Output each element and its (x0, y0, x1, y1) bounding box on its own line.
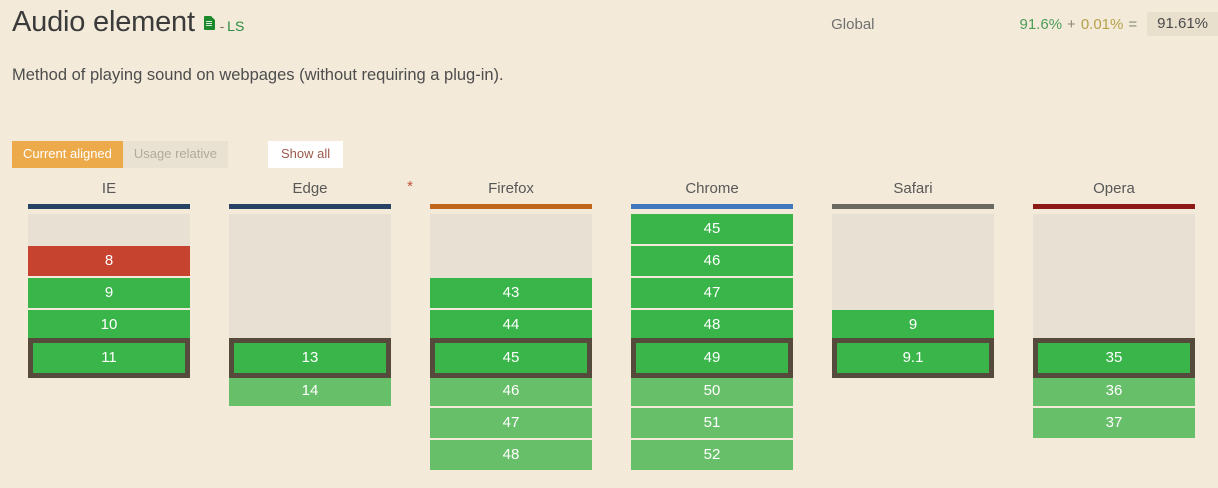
version-cell-current[interactable]: 9.1 (832, 338, 994, 378)
version-cell-future[interactable]: 36 (1033, 376, 1195, 406)
version-cell-list: 45 46 47 48 49 50 51 52 (631, 214, 793, 470)
feature-description: Method of playing sound on webpages (wit… (12, 66, 504, 84)
usage-relative-button[interactable]: Usage relative (122, 141, 228, 168)
version-cell-unsupported[interactable]: 8 (28, 246, 190, 276)
browser-column-ie: IE 8 9 10 11 (28, 178, 190, 378)
version-cell-supported[interactable]: 43 (430, 278, 592, 308)
version-cell-future[interactable]: 52 (631, 440, 793, 470)
browser-name-edge[interactable]: Edge * (292, 178, 413, 197)
usage-scope-label[interactable]: Global (831, 15, 875, 33)
page-title: Audio element (12, 6, 195, 38)
view-options-toolbar: Current aligned Usage relative Show all (12, 141, 344, 168)
version-cell-list: 9 9.1 (832, 214, 994, 378)
browser-column-chrome: Chrome 45 46 47 48 49 50 51 52 (631, 178, 793, 472)
browser-column-safari: Safari 9 9.1 (832, 178, 994, 378)
current-aligned-button[interactable]: Current aligned (12, 141, 123, 168)
version-cell-empty (229, 214, 391, 342)
browser-column-firefox: Firefox 43 44 45 46 47 48 (430, 178, 592, 472)
browser-color-bar (832, 204, 994, 209)
version-cell-future[interactable]: 51 (631, 408, 793, 438)
browser-color-bar (229, 204, 391, 209)
title-row: Audio element - LS (12, 5, 244, 39)
usage-supported-percent: 91.6% (1019, 15, 1063, 33)
version-cell-list: 8 9 10 11 (28, 214, 190, 378)
version-cell-list: 13 14 (229, 214, 391, 406)
usage-partial-percent: 0.01% (1080, 15, 1124, 33)
version-cell-supported[interactable]: 45 (631, 214, 793, 244)
version-cell-supported[interactable]: 46 (631, 246, 793, 276)
browser-name-firefox[interactable]: Firefox (488, 180, 534, 197)
global-usage-stats: Global 91.6% + 0.01% = 91.61% (831, 12, 1218, 36)
browser-support-grid: IE 8 9 10 11 Edge * 13 14 Firefox 43 44 45 46 47 48 Chro… (0, 178, 1218, 488)
browser-name-opera[interactable]: Opera (1093, 180, 1135, 197)
usage-equals-sign: = (1128, 15, 1138, 33)
show-all-button[interactable]: Show all (268, 141, 344, 168)
alignment-button-group: Current aligned Usage relative (12, 141, 228, 168)
version-cell-current[interactable]: 35 (1033, 338, 1195, 378)
version-cell-future[interactable]: 14 (229, 376, 391, 406)
version-cell-current[interactable]: 45 (430, 338, 592, 378)
version-cell-supported[interactable]: 44 (430, 310, 592, 340)
usage-total-percent: 91.61% (1147, 12, 1218, 36)
spec-dash: - (219, 19, 225, 34)
version-cell-supported[interactable]: 9 (832, 310, 994, 340)
version-cell-supported[interactable]: 48 (631, 310, 793, 340)
version-cell-future[interactable]: 50 (631, 376, 793, 406)
usage-plus-sign: + (1067, 15, 1076, 33)
version-cell-list: 35 36 37 (1033, 214, 1195, 438)
browser-note-asterisk[interactable]: * (407, 178, 413, 195)
browser-color-bar (28, 204, 190, 209)
version-cell-supported[interactable]: 9 (28, 278, 190, 308)
browser-name-ie[interactable]: IE (101, 180, 117, 197)
version-cell-future[interactable]: 48 (430, 440, 592, 470)
browser-color-bar (631, 204, 793, 209)
version-cell-empty (28, 214, 190, 246)
version-cell-current[interactable]: 11 (28, 338, 190, 378)
version-cell-empty (430, 214, 592, 278)
version-cell-future[interactable]: 47 (430, 408, 592, 438)
version-cell-current[interactable]: 49 (631, 338, 793, 378)
browser-name-safari[interactable]: Safari (893, 180, 933, 197)
browser-color-bar (1033, 204, 1195, 209)
version-cell-empty (1033, 214, 1195, 342)
version-cell-current[interactable]: 13 (229, 338, 391, 378)
browser-column-edge: Edge * 13 14 (229, 178, 413, 408)
feature-header: Audio element - LS Method of playing sou… (0, 0, 1218, 125)
browser-column-opera: Opera 35 36 37 (1033, 178, 1195, 440)
browser-name-chrome[interactable]: Chrome (685, 180, 739, 197)
spec-document-icon[interactable] (203, 16, 215, 30)
version-cell-supported[interactable]: 10 (28, 310, 190, 340)
version-cell-list: 43 44 45 46 47 48 (430, 214, 592, 470)
version-cell-supported[interactable]: 47 (631, 278, 793, 308)
version-cell-empty (832, 214, 994, 310)
version-cell-future[interactable]: 37 (1033, 408, 1195, 438)
version-cell-future[interactable]: 46 (430, 376, 592, 406)
browser-color-bar (430, 204, 592, 209)
spec-status-badge[interactable]: LS (227, 18, 245, 34)
